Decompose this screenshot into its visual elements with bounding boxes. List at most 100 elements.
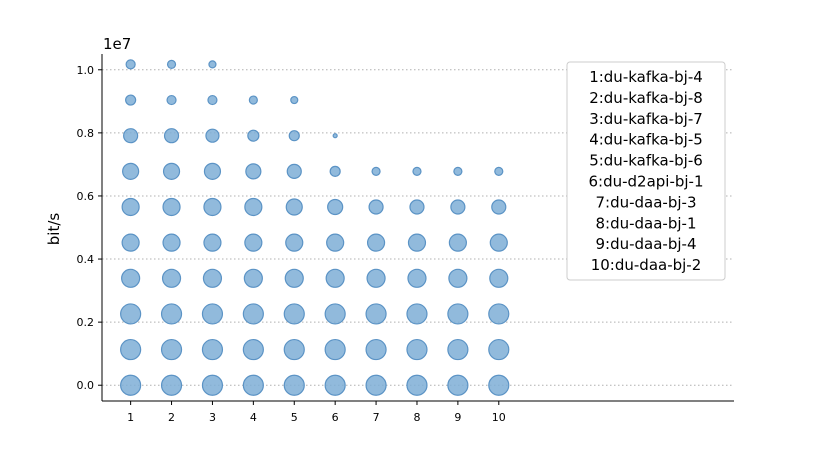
bubble-point — [324, 338, 346, 361]
bubble-point — [242, 303, 264, 325]
legend: 1:du-kafka-bj-4 2:du-kafka-bj-8 3:du-kafka… — [566, 61, 726, 281]
bubble-point — [488, 338, 510, 361]
bubble-point — [325, 268, 345, 288]
y-tick-label: 0.0 — [77, 379, 95, 392]
legend-entry: 8:du-daa-bj-1 — [595, 214, 696, 232]
bubble-point — [125, 94, 137, 106]
bubble-point — [163, 128, 180, 144]
axes — [101, 54, 734, 402]
x-tick-label: 2 — [168, 411, 175, 424]
bubble-point — [406, 374, 428, 396]
legend-entry: 7:du-daa-bj-3 — [595, 193, 696, 211]
bubble-point — [365, 338, 387, 361]
bubble-point — [327, 198, 344, 216]
offset-label: 1e7 — [103, 35, 131, 53]
y-axis-label: bit/s — [45, 213, 63, 246]
bubble-point — [488, 374, 510, 396]
bubble-point — [329, 165, 341, 177]
bubble-point — [324, 303, 346, 325]
bubble-point — [243, 268, 263, 288]
bubble-point — [166, 94, 177, 106]
x-tick-label: 3 — [209, 411, 216, 424]
bubble-point — [489, 268, 509, 288]
bubble-point — [332, 133, 338, 139]
bubble-point — [120, 338, 142, 361]
bubble-point — [160, 374, 183, 396]
bubble-point — [208, 60, 217, 69]
bubble-point — [242, 374, 264, 396]
y-tick-label: 1.0 — [77, 64, 95, 77]
bubble-point — [450, 199, 466, 215]
bubble-point — [448, 233, 467, 252]
bubble-point — [288, 130, 300, 142]
bubble-point — [201, 338, 224, 361]
legend-entry: 9:du-daa-bj-4 — [595, 235, 696, 253]
bubble-point — [123, 128, 139, 144]
legend-entry: 10:du-daa-bj-2 — [591, 256, 702, 274]
bubble-point — [285, 233, 304, 252]
bubble-point — [366, 233, 386, 252]
bubble-point — [447, 374, 469, 396]
bubble-point — [406, 338, 428, 361]
bubble-point — [491, 199, 507, 215]
bubble-point — [447, 303, 469, 325]
bubble-point — [122, 162, 140, 180]
bubble-point — [160, 303, 183, 325]
y-tick-label: 0.8 — [77, 127, 95, 140]
bubble-point — [366, 268, 386, 288]
bubble-point — [365, 374, 387, 396]
legend-box — [566, 61, 726, 281]
bubble-point — [494, 166, 504, 176]
bubble-point — [371, 166, 381, 176]
bubble-point — [242, 338, 264, 361]
bubble-point — [412, 166, 422, 176]
bubble-point — [326, 233, 345, 252]
bubble-point — [283, 338, 305, 361]
bubble-point — [201, 303, 224, 325]
x-tick-label: 4 — [250, 411, 257, 424]
y-ticks: 0.0 0.2 0.4 0.6 0.8 1.0 — [77, 64, 102, 392]
bubble-series — [120, 59, 510, 396]
bubble-point — [448, 268, 468, 288]
bubble-point — [368, 199, 384, 215]
legend-entry: 2:du-kafka-bj-8 — [589, 89, 703, 107]
bubble-point — [409, 199, 425, 215]
bubble-point — [207, 94, 218, 106]
bubble-point — [407, 233, 427, 252]
bubble-point — [365, 303, 387, 325]
x-ticks: 1 2 3 4 5 6 7 8 9 10 — [127, 401, 506, 424]
bubble-point — [245, 163, 262, 180]
bubble-point — [120, 374, 142, 396]
x-tick-label: 10 — [492, 411, 506, 424]
bubble-point — [161, 268, 182, 288]
legend-entry: 6:du-d2api-bj-1 — [588, 173, 703, 191]
bubble-point — [162, 197, 181, 217]
legend-entry: 5:du-kafka-bj-6 — [589, 152, 703, 170]
bubble-point — [244, 197, 263, 217]
bubble-point — [166, 59, 177, 70]
bubble-point — [201, 374, 224, 396]
bubble-point — [488, 303, 510, 325]
bubble-point — [121, 233, 140, 252]
y-tick-label: 0.4 — [77, 253, 95, 266]
bubble-point — [283, 303, 305, 325]
bubble-point — [203, 233, 222, 252]
bubble-point — [121, 197, 140, 217]
x-tick-label: 9 — [454, 411, 461, 424]
bubble-point — [286, 163, 302, 179]
bubble-point — [324, 374, 346, 396]
bubble-point — [447, 338, 469, 361]
bubble-point — [203, 162, 222, 180]
bubble-point — [202, 268, 223, 288]
bubble-point — [160, 338, 183, 361]
legend-entry: 4:du-kafka-bj-5 — [589, 131, 703, 149]
bubble-point — [205, 128, 220, 143]
x-tick-label: 7 — [373, 411, 380, 424]
bubble-point — [120, 303, 142, 325]
bubble-point — [407, 268, 427, 288]
legend-entry: 1:du-kafka-bj-4 — [589, 68, 703, 86]
bubble-point — [203, 197, 222, 217]
legend-entry: 3:du-kafka-bj-7 — [589, 110, 703, 128]
